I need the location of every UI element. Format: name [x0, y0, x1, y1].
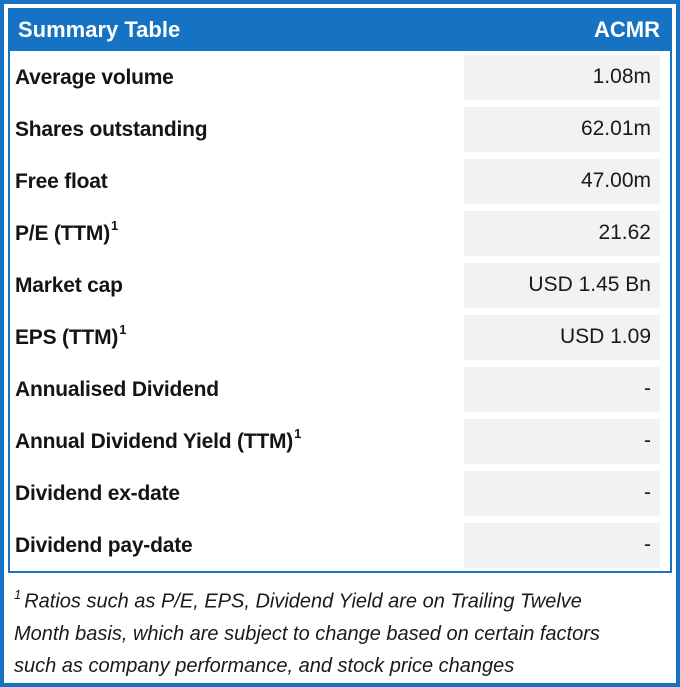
row-label-text: Annualised Dividend	[15, 378, 219, 401]
table-row: Dividend pay-date -	[10, 519, 670, 571]
row-value-cell: -	[464, 366, 660, 412]
table-header: Summary Table ACMR	[10, 10, 670, 51]
row-label-text: Market cap	[15, 274, 123, 297]
row-label: Annual Dividend Yield (TTM)1	[15, 426, 464, 454]
row-value-cell: 47.00m	[464, 158, 660, 204]
summary-table: Summary Table ACMR Average volume 1.08m …	[8, 8, 672, 573]
row-label: Annualised Dividend	[15, 376, 464, 402]
row-label: Average volume	[15, 64, 464, 90]
row-value-cell: USD 1.45 Bn	[464, 262, 660, 308]
row-label: Shares outstanding	[15, 116, 464, 142]
table-row: Market cap USD 1.45 Bn	[10, 259, 670, 311]
footnote-line: such as company performance, and stock p…	[14, 654, 515, 677]
table-row: Annualised Dividend -	[10, 363, 670, 415]
footnote-marker: 1	[111, 218, 119, 233]
row-label: Free float	[15, 168, 464, 194]
footnote-text: Ratios such as P/E, EPS, Dividend Yield …	[24, 590, 582, 613]
footnote-marker: 1	[294, 426, 302, 441]
row-label-text: Shares outstanding	[15, 118, 208, 141]
row-label: P/E (TTM)1	[15, 218, 464, 246]
table-row: Average volume 1.08m	[10, 51, 670, 103]
row-label-text: Average volume	[15, 66, 174, 89]
row-label: Market cap	[15, 272, 464, 298]
row-label: Dividend pay-date	[15, 532, 464, 558]
footnote-line: 1 Ratios such as P/E, EPS, Dividend Yield…	[14, 580, 666, 618]
table-row: Free float 47.00m	[10, 155, 670, 207]
ticker-symbol: ACMR	[594, 16, 660, 42]
row-label-text: Dividend pay-date	[15, 534, 193, 557]
row-value-cell: 62.01m	[464, 106, 660, 152]
table-title: Summary Table	[18, 16, 181, 42]
table-row: P/E (TTM)1 21.62	[10, 207, 670, 259]
row-label-text: Dividend ex-date	[15, 482, 180, 505]
footnote-marker: 1	[14, 587, 22, 602]
row-value-cell: USD 1.09	[464, 314, 660, 360]
row-value-cell: 1.08m	[464, 54, 660, 100]
row-label-text: EPS (TTM)	[15, 326, 119, 349]
row-label: Dividend ex-date	[15, 480, 464, 506]
row-label-text: P/E (TTM)	[15, 222, 111, 245]
table-row: Dividend ex-date -	[10, 467, 670, 519]
row-value-cell: 21.62	[464, 210, 660, 256]
footnote-line: Month basis, which are subject to change…	[14, 622, 600, 645]
row-value-cell: -	[464, 470, 660, 516]
footnote-marker: 1	[119, 322, 127, 337]
table-row: Annual Dividend Yield (TTM)1 -	[10, 415, 670, 467]
row-label: EPS (TTM)1	[15, 322, 464, 350]
row-label-text: Annual Dividend Yield (TTM)	[15, 430, 294, 453]
row-value-cell: -	[464, 418, 660, 464]
row-value-cell: -	[464, 522, 660, 568]
table-row: EPS (TTM)1 USD 1.09	[10, 311, 670, 363]
row-label-text: Free float	[15, 170, 108, 193]
footnote: 1 Ratios such as P/E, EPS, Dividend Yield…	[8, 573, 672, 682]
table-row: Shares outstanding 62.01m	[10, 103, 670, 155]
